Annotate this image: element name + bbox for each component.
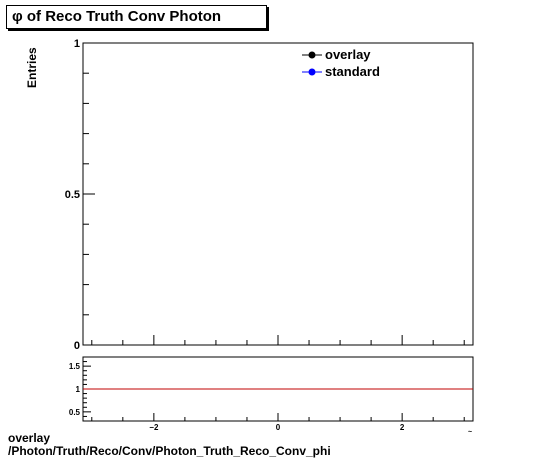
chart-title: φ of Reco Truth Conv Photon xyxy=(6,5,267,29)
ratio-y-tick-label: 1 xyxy=(76,385,81,394)
legend-standard-label: standard xyxy=(325,64,380,79)
main-y-axis: 00.51 xyxy=(65,38,95,352)
ratio-y-tick-label: 0.5 xyxy=(69,408,81,417)
ratio-y-axis: 0.5 1 1.5 xyxy=(69,361,91,417)
y-axis-label: Entries xyxy=(25,47,39,88)
main-plot-frame xyxy=(82,42,474,346)
ratio-plot: 0.5 1 1.5 −2 0 2 ~ xyxy=(69,356,474,436)
ratio-x-tick-label: −2 xyxy=(149,423,159,432)
ratio-x-corner-mark: ~ xyxy=(468,429,472,436)
main-y-tick-label: 0.5 xyxy=(65,189,80,201)
footer: overlay /Photon/Truth/Reco/Conv/Photon_T… xyxy=(8,432,331,458)
legend-overlay-marker xyxy=(308,51,316,59)
ratio-x-tick-label: 2 xyxy=(400,423,405,432)
footer-line-2: /Photon/Truth/Reco/Conv/Photon_Truth_Rec… xyxy=(8,444,331,458)
ratio-x-tick-label: 0 xyxy=(276,423,281,432)
legend: overlay standard xyxy=(302,47,380,79)
ratio-x-axis: −2 0 2 xyxy=(91,413,465,432)
main-x-axis xyxy=(91,335,465,345)
ratio-y-tick-label: 1.5 xyxy=(69,362,81,371)
main-y-tick-label: 0 xyxy=(74,340,80,352)
legend-overlay-label: overlay xyxy=(325,47,371,62)
main-y-tick-label: 1 xyxy=(74,38,80,50)
main-plot: 00.51 Entries overlay standard xyxy=(25,38,474,352)
footer-line-1: overlay xyxy=(8,431,51,445)
legend-standard-marker xyxy=(308,68,316,76)
